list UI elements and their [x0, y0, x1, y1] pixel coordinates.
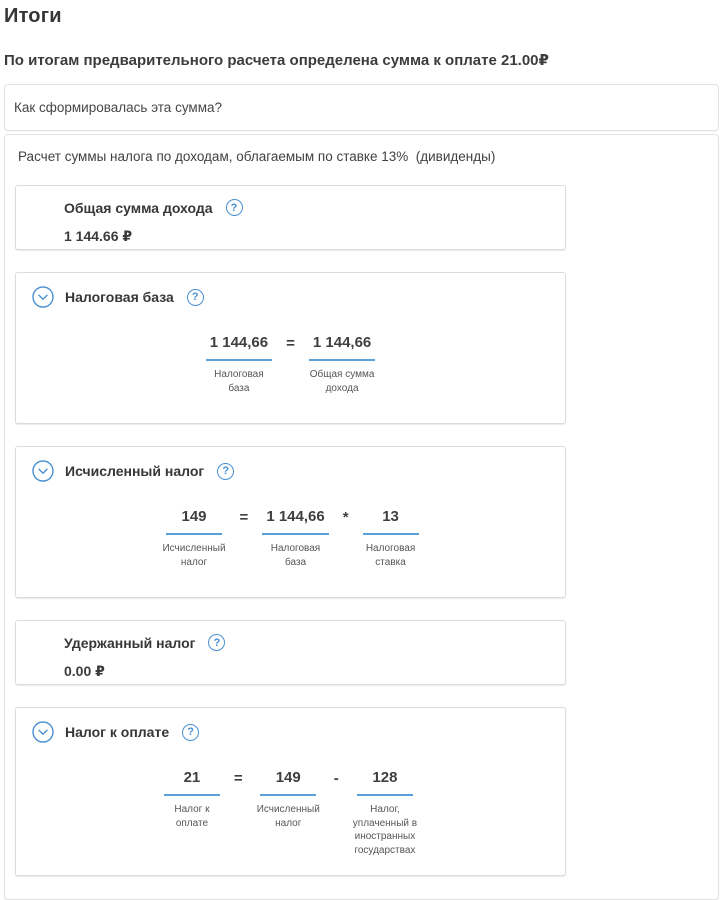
card-header: Общая сумма дохода ? [64, 199, 565, 216]
card-header: Налоговая база ? [32, 286, 565, 308]
term-label: Налоговая ставка [365, 543, 416, 568]
equals-operator: = [239, 509, 249, 526]
help-icon[interactable]: ? [208, 634, 226, 651]
tax-base-formula: 1 144,66 Налоговая база = 1 144,66 Общая… [32, 334, 565, 395]
formula-term: 128 Налог, уплаченный в иностранных госу… [353, 769, 417, 857]
help-icon[interactable]: ? [182, 723, 200, 741]
term-label: Исчисленный налог [256, 804, 320, 829]
term-value: 1 144,66 [205, 334, 273, 361]
term-label: Исчисленный налог [162, 543, 226, 568]
card-header: Удержанный налог ? [64, 634, 565, 651]
term-value: 1 144,66 [308, 334, 376, 361]
minus-operator: - [333, 770, 339, 787]
card-tax-to-pay-title: Налог к оплате [65, 724, 170, 740]
card-header: Исчисленный налог ? [32, 460, 565, 482]
term-value: 149 [166, 508, 222, 535]
chevron-down-icon[interactable] [32, 286, 54, 308]
card-withheld-tax-value: 0.00 ₽ [64, 663, 105, 679]
card-withheld-tax: Удержанный налог ? 0.00 ₽ [15, 620, 566, 685]
how-sum-formed-label: Как сформировалась эта сумма? [14, 100, 222, 115]
chevron-down-icon[interactable] [32, 721, 54, 743]
term-value: 13 [362, 508, 419, 535]
card-tax-to-pay: Налог к оплате ? 21 Налог к оплате = 149… [15, 707, 566, 876]
summary-amount-text: По итогам предварительного расчета опред… [4, 52, 549, 69]
formula-term: 149 Исчисленный налог [162, 508, 225, 569]
tax-to-pay-formula: 21 Налог к оплате = 149 Исчисленный нало… [32, 769, 565, 857]
card-total-income: Общая сумма дохода ? 1 144.66 ₽ [15, 185, 566, 250]
equals-operator: = [286, 335, 295, 352]
formula-term: 1 144,66 Налоговая база [262, 508, 329, 569]
term-label: Общая сумма дохода [309, 369, 375, 394]
card-total-income-title: Общая сумма дохода [64, 199, 213, 216]
how-sum-formed-toggle[interactable]: Как сформировалась эта сумма? [4, 84, 719, 131]
card-header: Налог к оплате ? [32, 721, 565, 743]
formula-term: 21 Налог к оплате [163, 769, 220, 830]
term-label: Налоговая база [214, 369, 264, 394]
chevron-down-icon[interactable] [32, 460, 54, 482]
page-title: Итоги [4, 5, 62, 27]
term-value: 21 [163, 769, 220, 796]
term-value: 128 [356, 769, 413, 796]
calc-intro-text: Расчет суммы налога по доходам, облагаем… [18, 149, 496, 164]
card-tax-base: Налоговая база ? 1 144,66 Налоговая база… [15, 272, 566, 424]
formula-term: 1 144,66 Налоговая база [205, 334, 273, 395]
card-calculated-tax: Исчисленный налог ? 149 Исчисленный нало… [15, 446, 566, 598]
help-icon[interactable]: ? [186, 288, 204, 306]
card-tax-base-title: Налоговая база [65, 289, 174, 305]
equals-operator: = [233, 770, 243, 787]
term-value: 149 [260, 769, 317, 796]
tax-calculation-panel: Расчет суммы налога по доходам, облагаем… [4, 134, 719, 900]
card-calculated-tax-title: Исчисленный налог [65, 463, 205, 479]
help-icon[interactable]: ? [225, 199, 243, 216]
term-label: Налог, уплаченный в иностранных государс… [352, 804, 418, 856]
multiply-operator: * [342, 509, 349, 526]
term-label: Налог к оплате [174, 804, 210, 829]
calculated-tax-formula: 149 Исчисленный налог = 1 144,66 Налогов… [32, 508, 565, 569]
term-label: Налоговая база [270, 543, 321, 568]
formula-term: 1 144,66 Общая сумма дохода [308, 334, 376, 395]
card-withheld-tax-title: Удержанный налог [64, 634, 196, 651]
help-icon[interactable]: ? [217, 462, 235, 480]
formula-term: 149 Исчисленный налог [257, 769, 320, 830]
formula-term: 13 Налоговая ставка [362, 508, 419, 569]
card-total-income-value: 1 144.66 ₽ [64, 228, 133, 244]
term-value: 1 144,66 [262, 508, 329, 535]
